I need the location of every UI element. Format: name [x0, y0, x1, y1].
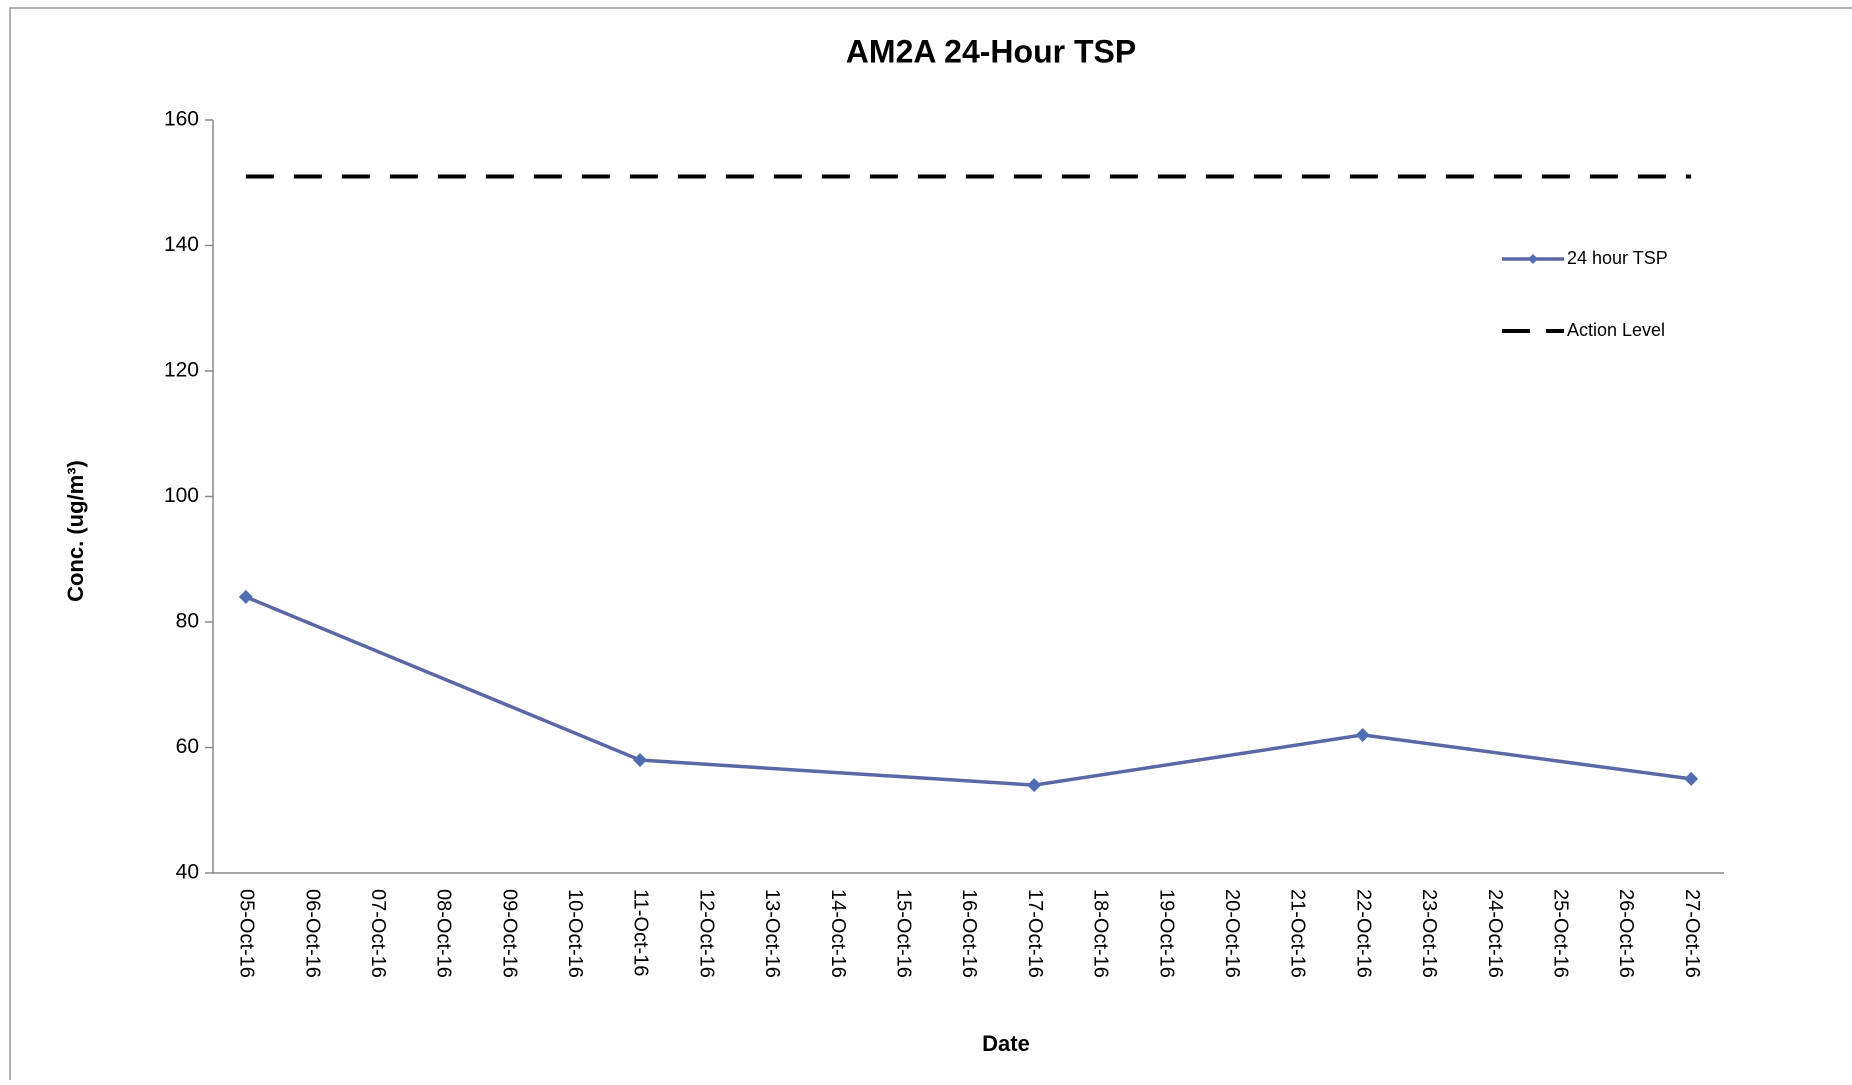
- x-tick-label: 27-Oct-16: [1681, 889, 1703, 978]
- data-line: [245, 595, 1692, 787]
- legend-label: Action Level: [1567, 320, 1665, 340]
- chart-title: AM2A 24-Hour TSP: [846, 33, 1136, 69]
- x-tick-label: 21-Oct-16: [1287, 889, 1309, 978]
- y-tick-label: 100: [164, 484, 199, 507]
- x-tick-label: 17-Oct-16: [1024, 889, 1046, 978]
- y-tick-label: 120: [164, 359, 199, 382]
- x-tick-label: 24-Oct-16: [1484, 889, 1506, 978]
- x-tick-label: 26-Oct-16: [1615, 889, 1637, 978]
- x-tick-label: 13-Oct-16: [761, 889, 783, 978]
- x-tick-label: 08-Oct-16: [433, 889, 455, 978]
- data-point: [1355, 727, 1370, 742]
- chart-frame: [9, 7, 1852, 1085]
- x-tick-label: 20-Oct-16: [1221, 889, 1243, 978]
- x-tick-label: 23-Oct-16: [1418, 889, 1440, 978]
- x-tick-label: 10-Oct-16: [564, 889, 586, 978]
- x-tick-label: 05-Oct-16: [236, 889, 258, 978]
- data-point: [238, 589, 253, 604]
- data-point: [1027, 778, 1042, 793]
- x-tick-label: 25-Oct-16: [1549, 889, 1571, 978]
- y-tick-label: 140: [164, 233, 199, 256]
- x-tick-label: 16-Oct-16: [958, 889, 980, 978]
- x-tick-label: 15-Oct-16: [893, 889, 915, 978]
- x-tick-label: 22-Oct-16: [1352, 889, 1374, 978]
- x-tick-label: 11-Oct-16: [630, 889, 652, 976]
- x-axis-label: Date: [982, 1031, 1030, 1056]
- y-axis-label: Conc. (ug/m³): [63, 460, 88, 602]
- x-tick-label: 06-Oct-16: [301, 889, 323, 978]
- data-point: [1684, 771, 1699, 786]
- x-tick-label: 14-Oct-16: [827, 889, 849, 978]
- y-tick-label: 160: [164, 108, 199, 131]
- data-point: [633, 753, 648, 768]
- x-tick-label: 19-Oct-16: [1155, 889, 1177, 978]
- x-tick-label: 18-Oct-16: [1090, 889, 1112, 978]
- x-tick-label: 12-Oct-16: [695, 889, 717, 978]
- legend-marker: [1528, 254, 1538, 264]
- y-tick-label: 40: [176, 861, 199, 884]
- legend-label: 24 hour TSP: [1567, 248, 1668, 268]
- y-tick-label: 60: [176, 735, 199, 758]
- x-tick-label: 07-Oct-16: [367, 889, 389, 978]
- x-tick-label: 09-Oct-16: [498, 889, 520, 978]
- y-tick-label: 80: [176, 610, 199, 633]
